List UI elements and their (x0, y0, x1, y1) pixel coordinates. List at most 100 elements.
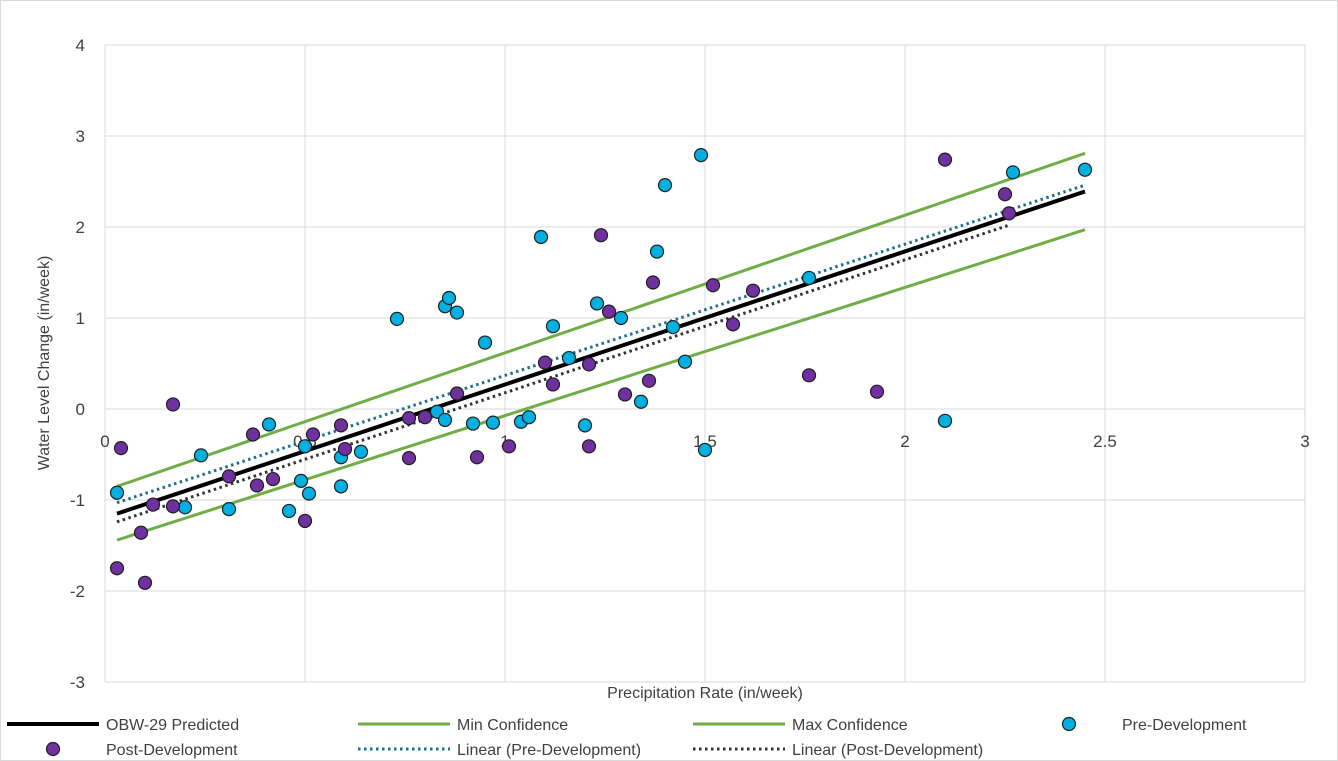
post-development-point (401, 411, 417, 426)
pre-development-point (353, 444, 369, 459)
pre-development-point (677, 354, 693, 369)
grid (104, 44, 1306, 683)
pre-development-point (297, 439, 313, 454)
post-development-point (641, 373, 657, 388)
pre-development-point (937, 413, 953, 428)
post-development-point (745, 283, 761, 298)
y-tick-label: -1 (70, 491, 85, 510)
legend-label-min-confidence: Min Confidence (457, 717, 568, 734)
post-development-point (617, 387, 633, 402)
post-development-point (297, 513, 313, 529)
x-axis-title: Precipitation Rate (in/week) (607, 685, 803, 702)
pre-development-point (613, 310, 629, 326)
pre-development-point (261, 417, 277, 432)
pre-development-point (477, 335, 493, 350)
y-tick-label: 2 (76, 218, 85, 237)
legend-label-linear-pre-development: Linear (Pre-Development) (457, 742, 641, 759)
pre-development-point (589, 296, 605, 311)
pre-development-point (437, 412, 453, 428)
post-development-point (869, 384, 885, 399)
post-development-point (305, 427, 321, 442)
pre-development-point (449, 305, 465, 320)
post-development-point (581, 357, 597, 372)
line-linear-pre-development (116, 183, 1086, 505)
pre-development-point (665, 320, 681, 335)
legend-label-post-development: Post-Development (106, 742, 238, 759)
pre-development-point (649, 244, 665, 259)
legend-label-max-confidence: Max Confidence (792, 717, 908, 734)
post-development-point (165, 499, 181, 514)
post-development-point (997, 187, 1013, 202)
post-development-point (133, 525, 149, 540)
post-development-point (221, 469, 237, 484)
legend-label-pre-development: Pre-Development (1122, 717, 1247, 734)
line-obw-29-predicted (116, 189, 1086, 516)
line-max-confidence (116, 151, 1086, 488)
pre-development-point (1077, 162, 1093, 177)
post-development-point (449, 386, 465, 401)
post-development-point (113, 441, 129, 456)
legend-label-linear-post-development: Linear (Post-Development) (792, 742, 983, 759)
legend-label-obw-29-predicted: OBW-29 Predicted (106, 717, 239, 734)
x-tick-label: 2 (900, 432, 909, 451)
pre-development-point (281, 503, 297, 519)
y-tick-label: -3 (70, 673, 85, 692)
pre-development-point (697, 442, 713, 458)
y-tick-label: -2 (70, 582, 85, 601)
legend-swatch-post-development (45, 741, 61, 757)
y-tick-labels: -3 -2 -1 0 1 2 3 4 (70, 36, 85, 692)
x-tick-label: 0 (100, 432, 109, 451)
post-development-point (109, 561, 125, 576)
post-development-point (645, 275, 661, 290)
pre-development-point (577, 418, 593, 433)
y-tick-label: 0 (76, 400, 85, 419)
trend-lines (116, 151, 1086, 542)
post-development-point (145, 497, 161, 512)
post-development-point (249, 478, 265, 493)
post-development-point (545, 377, 561, 392)
pre-development-point (561, 350, 577, 366)
pre-development-point (633, 394, 649, 409)
pre-development-point (545, 319, 561, 334)
line-min-confidence (116, 228, 1086, 542)
post-development-point (417, 410, 433, 425)
post-development-point (469, 450, 485, 465)
y-axis-title: Water Level Change (in/week) (36, 256, 53, 471)
x-tick-label: 2.5 (1093, 432, 1117, 451)
post-development-point (725, 317, 741, 332)
pre-development-point (293, 473, 309, 488)
legend-swatch-pre-development (1061, 716, 1077, 732)
post-development-point (801, 368, 817, 383)
post-development-point (601, 304, 617, 319)
post-development-point (537, 355, 553, 370)
pre-development-point (301, 486, 317, 501)
pre-development-point (465, 416, 481, 431)
x-tick-label: 3 (1300, 432, 1309, 451)
pre-development-point (521, 410, 537, 425)
post-development-point (705, 278, 721, 293)
pre-development-point (533, 229, 549, 245)
post-development-point (401, 451, 417, 466)
pre-development-point (177, 500, 193, 515)
data-points (109, 148, 1093, 590)
y-tick-label: 1 (76, 309, 85, 328)
post-development-point (581, 439, 597, 454)
post-development-point (593, 228, 609, 243)
pre-development-point (657, 178, 673, 193)
post-development-point (501, 439, 517, 454)
y-tick-label: 3 (76, 127, 85, 146)
post-development-point (937, 152, 953, 167)
post-development-point (1001, 206, 1017, 221)
pre-development-point (693, 148, 709, 163)
pre-development-point (801, 270, 817, 286)
pre-development-point (333, 479, 349, 494)
post-development-point (265, 471, 281, 487)
y-tick-label: 4 (76, 36, 85, 55)
pre-development-point (1005, 165, 1021, 180)
line-linear-post-development (116, 223, 1010, 524)
post-development-point (165, 397, 181, 412)
pre-development-point (193, 448, 209, 463)
post-development-point (245, 427, 261, 442)
